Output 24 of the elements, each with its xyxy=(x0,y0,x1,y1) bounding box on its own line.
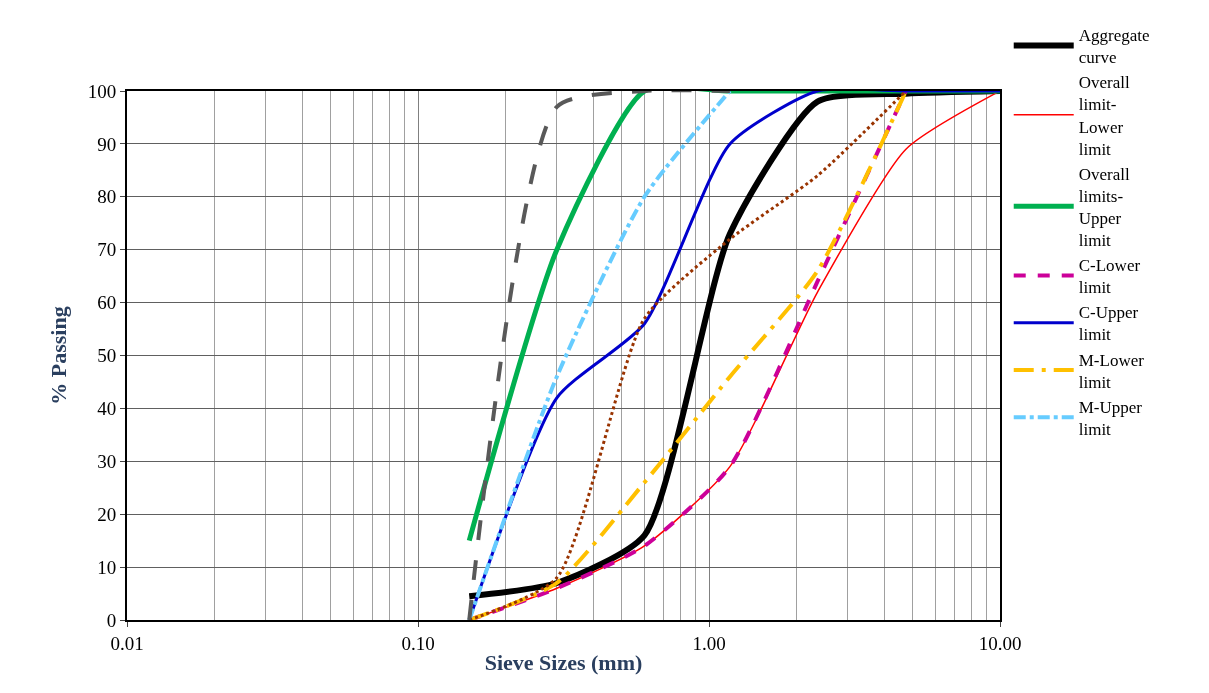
legend-label: M-Upper limit xyxy=(1078,397,1143,439)
y-tick-label: 80 xyxy=(97,186,117,208)
y-tick-label: 60 xyxy=(97,292,117,314)
y-axis-title: % Passing xyxy=(46,306,71,405)
legend-label: Overall limits-Upper limit xyxy=(1078,164,1130,251)
y-tick-label: 100 xyxy=(87,80,117,102)
x-tick-label: 10.00 xyxy=(978,632,1022,654)
x-tick-label: 0.10 xyxy=(401,632,435,654)
legend-label: Overall limit-Lower limit xyxy=(1078,73,1130,159)
y-tick-label: 10 xyxy=(97,556,117,578)
y-tick-label: 0 xyxy=(106,609,117,631)
y-tick-label: 90 xyxy=(97,133,117,155)
x-tick-label: 1.00 xyxy=(692,632,726,654)
x-tick-label: 0.01 xyxy=(110,632,144,654)
x-axis-title: Sieve Sizes (mm) xyxy=(484,650,643,676)
y-tick-label: 20 xyxy=(97,503,117,525)
y-tick-label: 70 xyxy=(97,239,117,261)
legend-label: C-Lower limit xyxy=(1078,256,1141,298)
legend-label: M-Lower limit xyxy=(1078,350,1145,392)
y-tick-label: 40 xyxy=(97,398,117,420)
legend-label: Aggregate curve xyxy=(1078,26,1150,68)
y-tick-label: 30 xyxy=(97,450,117,472)
legend-label: C-Upper limit xyxy=(1078,303,1139,345)
y-tick-label: 50 xyxy=(97,345,117,367)
